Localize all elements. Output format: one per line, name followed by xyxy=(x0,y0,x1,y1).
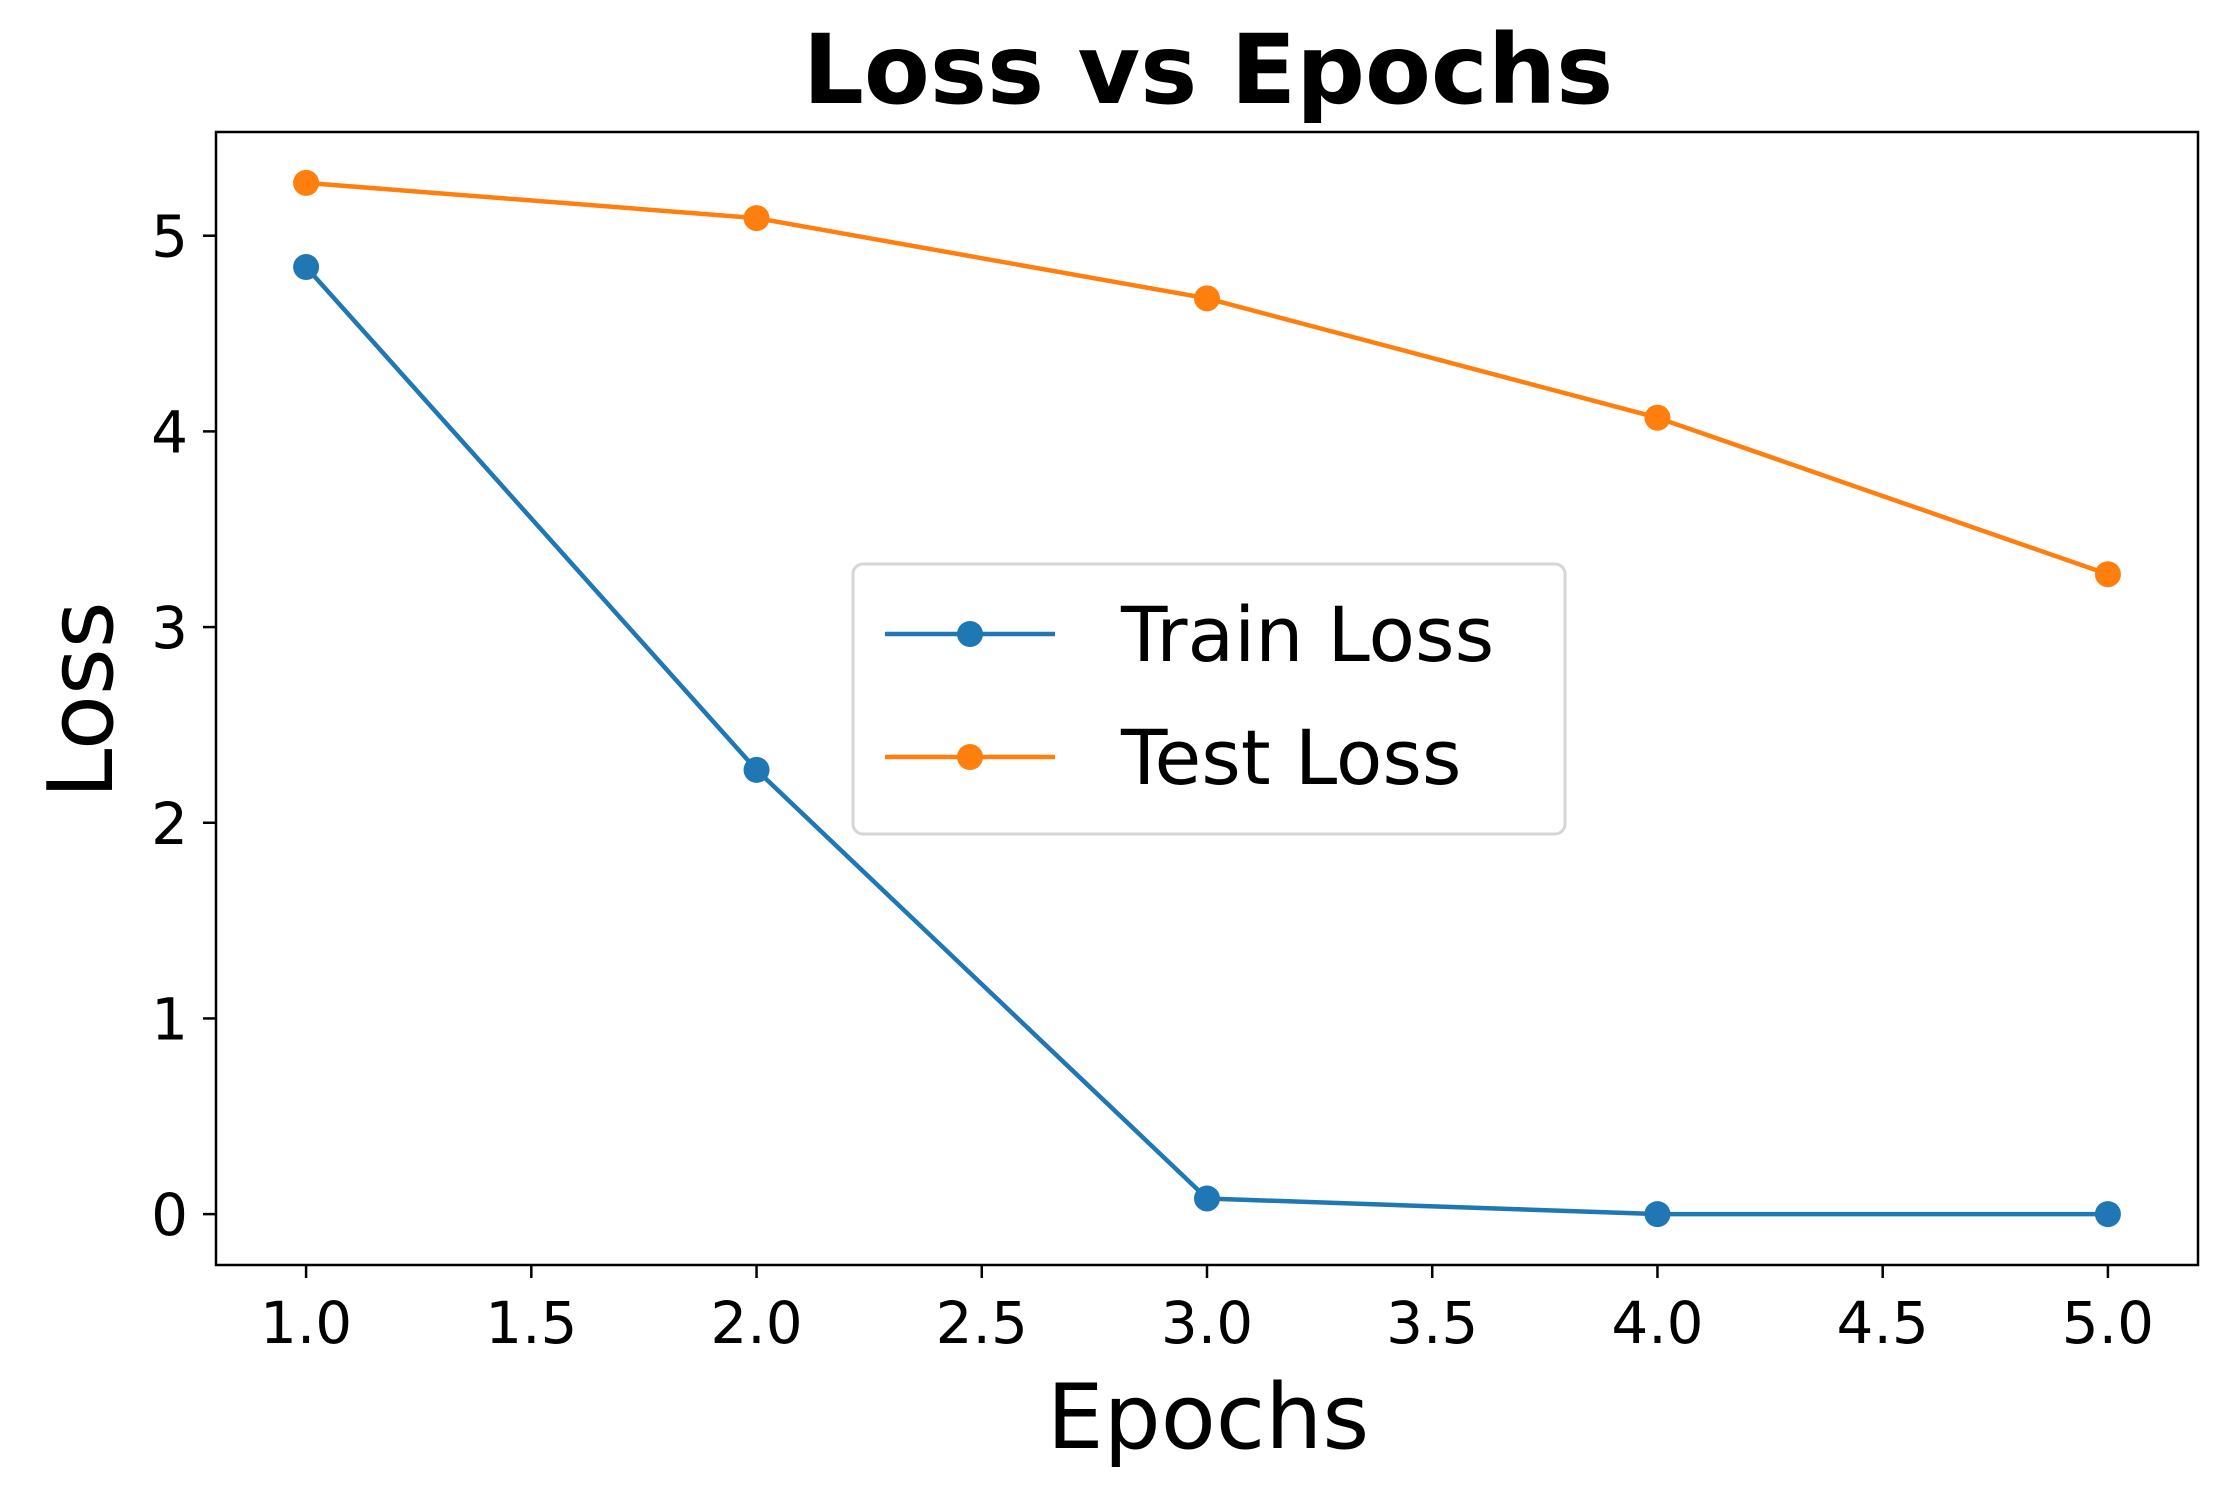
data-point-test-loss xyxy=(1194,285,1220,312)
legend: Train Loss Test Loss xyxy=(851,562,1567,836)
x-axis-label: Epochs xyxy=(1047,1365,1369,1470)
chart-title: Loss vs Epochs xyxy=(803,14,1614,126)
x-axis: 1.0 1.5 2.0 2.5 3.0 3.5 4.0 4.5 5.0 xyxy=(260,1265,2154,1357)
y-tick-label: 4 xyxy=(151,398,188,466)
x-tick-label: 1.0 xyxy=(260,1289,352,1357)
x-tick-label: 3.0 xyxy=(1161,1289,1253,1357)
legend-label: Test Loss xyxy=(1120,713,1462,802)
data-point-train-loss xyxy=(1194,1185,1220,1212)
series-train-loss xyxy=(293,254,2121,1228)
data-point-test-loss xyxy=(1644,404,1671,431)
legend-label: Train Loss xyxy=(1120,590,1494,679)
x-tick-label: 1.5 xyxy=(485,1289,577,1357)
legend-item-train-loss: Train Loss xyxy=(885,590,1494,679)
y-axis-label: Loss xyxy=(29,601,134,798)
x-tick-label: 5.0 xyxy=(2062,1289,2154,1357)
data-point-train-loss xyxy=(2094,1201,2121,1228)
x-tick-label: 2.5 xyxy=(936,1289,1028,1357)
x-tick-label: 2.0 xyxy=(710,1289,802,1357)
y-tick-label: 0 xyxy=(151,1181,188,1249)
data-point-test-loss xyxy=(293,169,320,196)
y-tick-label: 1 xyxy=(151,985,188,1053)
legend-box xyxy=(851,562,1567,836)
legend-item-test-loss: Test Loss xyxy=(885,713,1462,802)
data-point-train-loss xyxy=(1644,1201,1671,1228)
data-point-train-loss xyxy=(743,756,770,783)
data-point-test-loss xyxy=(743,205,770,232)
series-layer xyxy=(293,169,2121,1228)
y-tick-label: 5 xyxy=(151,203,188,271)
legend-swatch-marker xyxy=(957,744,983,770)
data-point-train-loss xyxy=(293,254,320,281)
data-point-test-loss xyxy=(2094,561,2121,588)
y-tick-label: 3 xyxy=(151,594,188,662)
x-tick-label: 4.5 xyxy=(1837,1289,1929,1357)
y-axis: 0 1 2 3 4 5 xyxy=(151,203,216,1249)
x-tick-label: 4.0 xyxy=(1611,1289,1703,1357)
x-tick-label: 3.5 xyxy=(1386,1289,1478,1357)
legend-swatch-marker xyxy=(957,621,983,647)
y-tick-label: 2 xyxy=(151,790,188,858)
series-test-loss xyxy=(293,169,2121,588)
